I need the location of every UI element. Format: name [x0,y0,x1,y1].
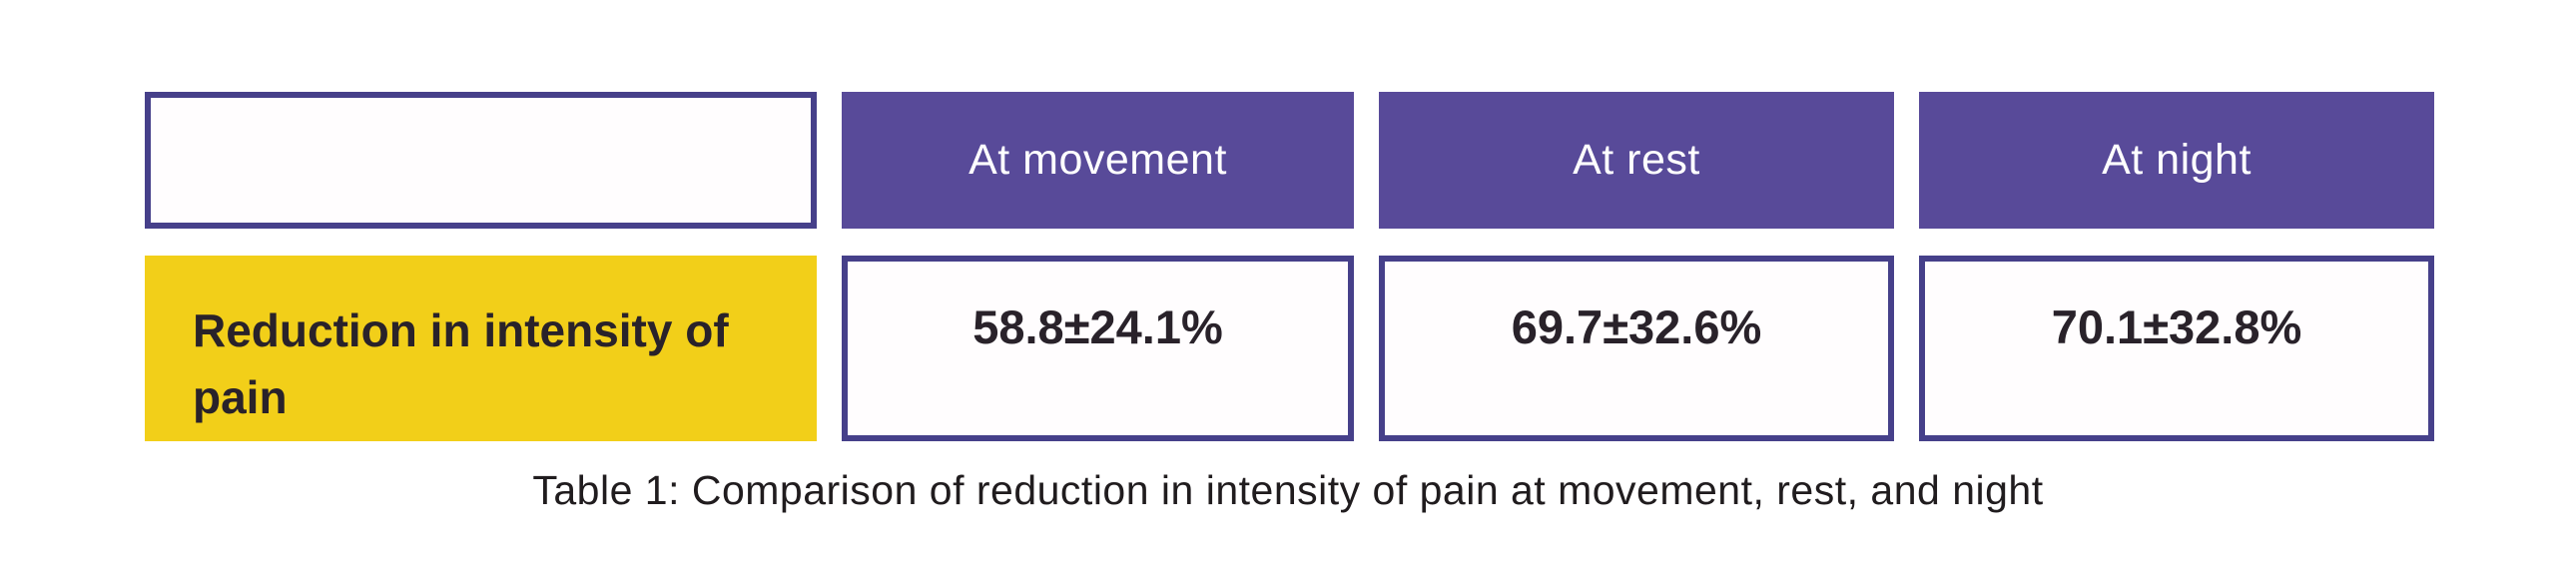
value-cell-at-movement: 58.8±24.1% [842,256,1354,441]
table-data-row: Reduction in intensity of pain 58.8±24.1… [145,256,2434,441]
comparison-table: At movement At rest At night Reduction i… [145,92,2434,441]
header-cell-at-night: At night [1919,92,2434,229]
value-cell-at-night: 70.1±32.8% [1919,256,2434,441]
header-cell-empty [145,92,817,229]
header-cell-at-movement: At movement [842,92,1354,229]
value-cell-at-rest: 69.7±32.6% [1379,256,1894,441]
table-header-row: At movement At rest At night [145,92,2434,229]
table-caption: Table 1: Comparison of reduction in inte… [532,467,2044,513]
row-label-text: Reduction in intensity of pain [193,304,729,423]
header-cell-at-rest: At rest [1379,92,1894,229]
row-label-cell: Reduction in intensity of pain [145,256,817,441]
